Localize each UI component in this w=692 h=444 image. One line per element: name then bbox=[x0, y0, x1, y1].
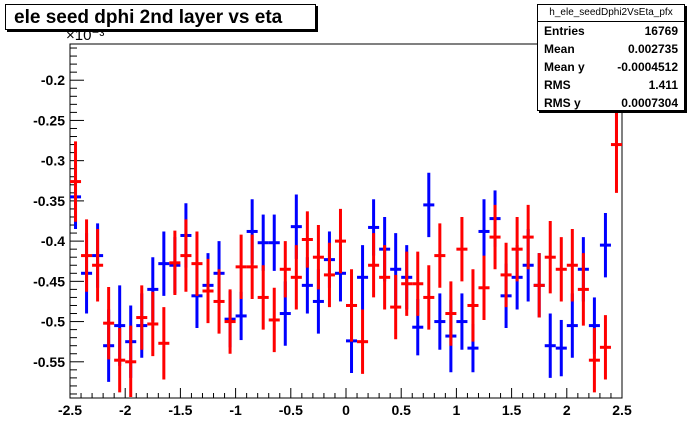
stats-label: RMS bbox=[544, 78, 571, 92]
x-tick-label: -2.5 bbox=[58, 402, 82, 418]
stats-label: Mean y bbox=[544, 60, 585, 74]
stats-row-mean: Mean 0.002735 bbox=[538, 40, 684, 58]
stats-label: Mean bbox=[544, 42, 575, 56]
y-multiplier-label: ×10⁻³ bbox=[66, 27, 104, 44]
stats-label: Entries bbox=[544, 24, 585, 38]
y-tick-label: -0.5 bbox=[41, 314, 65, 330]
stats-label: RMS y bbox=[544, 96, 581, 110]
x-tick-label: -1.5 bbox=[168, 402, 192, 418]
stats-row-entries: Entries 16769 bbox=[538, 22, 684, 40]
stats-value: 1.411 bbox=[648, 78, 678, 92]
plot-frame bbox=[69, 43, 623, 399]
x-tick-label: 2 bbox=[563, 402, 571, 418]
y-tick-label: -0.55 bbox=[33, 354, 65, 370]
stats-value: 0.0007304 bbox=[621, 96, 678, 110]
x-tick-label: 0 bbox=[342, 402, 350, 418]
stats-value: 16769 bbox=[644, 24, 678, 38]
y-tick-label: -0.45 bbox=[33, 273, 65, 289]
series-red bbox=[70, 96, 622, 397]
y-tick-label: -0.35 bbox=[33, 193, 65, 209]
x-tick-label: -1 bbox=[229, 402, 242, 418]
stats-box: h_ele_seedDphi2VsEta_pfx Entries 16769 M… bbox=[537, 4, 685, 111]
y-tick-label: -0.2 bbox=[41, 72, 65, 88]
stats-row-rms: RMS 1.411 bbox=[538, 76, 684, 94]
y-tick-label: -0.4 bbox=[41, 233, 65, 249]
axes: -2.5 -2 -1.5 -1 -0.5 0 0.5 1 1.5 2 2.5 -0.55 -0.5 -0.… bbox=[33, 47, 632, 418]
y-tick-label: -0.3 bbox=[41, 153, 65, 169]
stats-value: 0.002735 bbox=[627, 42, 678, 56]
chart-title: ele seed dphi 2nd layer vs eta bbox=[5, 4, 316, 30]
x-tick-label: 2.5 bbox=[612, 402, 632, 418]
x-tick-label: -2 bbox=[119, 402, 132, 418]
data-series bbox=[70, 76, 622, 397]
stats-row-mean-y: Mean y -0.0004512 bbox=[538, 58, 684, 76]
stats-value: -0.0004512 bbox=[617, 60, 678, 74]
y-tick-label: -0.25 bbox=[33, 112, 65, 128]
x-tick-label: -0.5 bbox=[279, 402, 303, 418]
x-tick-label: 0.5 bbox=[391, 402, 411, 418]
stats-histogram-name: h_ele_seedDphi2VsEta_pfx bbox=[538, 5, 684, 22]
x-tick-label: 1 bbox=[453, 402, 461, 418]
stats-row-rms-y: RMS y 0.0007304 bbox=[538, 94, 684, 112]
chart-title-text: ele seed dphi 2nd layer vs eta bbox=[14, 7, 283, 28]
x-tick-label: 1.5 bbox=[502, 402, 522, 418]
